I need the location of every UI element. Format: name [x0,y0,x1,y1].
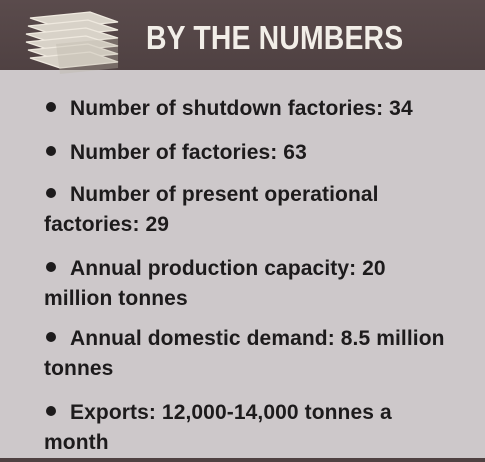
list-item-domestic-demand: Annual domestic demand: 8.5 million tonn… [0,324,470,384]
bullet-icon [46,188,56,198]
bullet-icon [46,146,56,156]
list-item-exports: Exports: 12,000-14,000 tonnes a month [0,398,470,458]
bullet-icon [46,262,56,272]
item-text: Number of factories: 63 [70,141,307,164]
stacked-sheets-icon [25,11,119,74]
item-text-continued: tonnes [44,357,114,380]
item-text: Annual production capacity: 20 [70,257,386,280]
item-text: Number of present operational [70,183,379,206]
item-text-continued: month [44,431,109,454]
item-text: Exports: 12,000-14,000 tonnes a [70,401,392,424]
header-title: BY THE NUMBERS [146,19,404,56]
item-text-continued: million tonnes [44,287,188,310]
bullet-icon [46,332,56,342]
list-item-operational-factories: Number of present operational factories:… [0,180,470,240]
item-text: Annual domestic demand: 8.5 million [70,327,445,350]
item-text: Number of shutdown factories: 34 [70,97,413,120]
list-item-production-capacity: Annual production capacity: 20 million t… [0,254,470,314]
bullet-icon [46,406,56,416]
list-item-factories: Number of factories: 63 [0,138,470,168]
bullet-icon [46,102,56,112]
item-text-continued: factories: 29 [44,213,170,236]
list-item-shutdown-factories: Number of shutdown factories: 34 [0,94,470,124]
bottom-rule [0,458,485,462]
